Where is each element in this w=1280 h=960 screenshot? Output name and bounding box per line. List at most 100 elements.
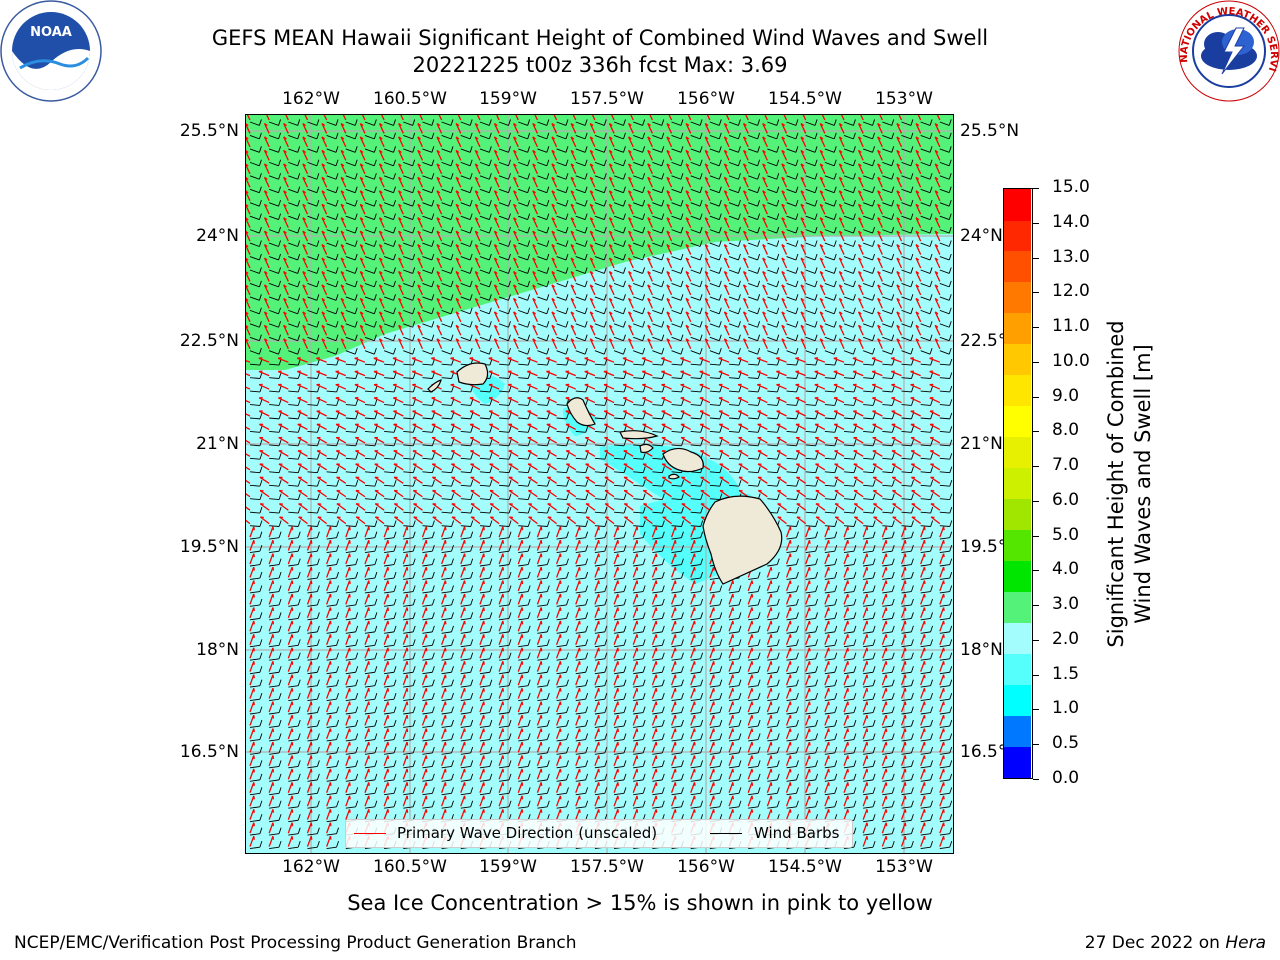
wind-barb xyxy=(498,148,509,153)
wind-barb xyxy=(594,296,605,301)
wave-direction-arrow xyxy=(742,298,749,309)
wave-direction-arrow xyxy=(263,177,270,188)
wind-barb-feather xyxy=(508,132,511,140)
wave-direction-arrow xyxy=(513,123,519,134)
wind-barb-feather xyxy=(623,200,626,207)
wave-arrow-head xyxy=(368,540,370,544)
wave-direction-arrow xyxy=(685,203,692,215)
wave-arrow-head xyxy=(704,230,709,234)
wind-barb-feather xyxy=(872,119,876,126)
wind-barb xyxy=(843,309,854,315)
wind-barb-feather xyxy=(852,119,856,126)
wind-barb-feather xyxy=(469,213,473,220)
wind-barb-feather xyxy=(546,307,550,314)
wind-barb-feather xyxy=(852,159,856,166)
wind-barb-feather xyxy=(891,226,895,234)
wind-barb-feather xyxy=(929,173,933,180)
wave-arrow-head xyxy=(847,540,849,544)
wave-direction-arrow xyxy=(513,271,519,282)
wind-barb xyxy=(805,148,816,153)
wind-barb xyxy=(460,202,471,207)
wind-barb-feather xyxy=(757,119,761,126)
wave-direction-arrow xyxy=(723,244,730,255)
wind-barb xyxy=(249,309,260,315)
wave-direction-arrow xyxy=(340,150,347,161)
wave-arrow-head xyxy=(474,244,479,248)
lat-tick-left-21n: 21°N xyxy=(196,434,239,454)
wave-direction-arrow xyxy=(378,177,385,188)
wind-barb xyxy=(882,229,892,234)
wind-barb xyxy=(767,188,777,194)
wave-arrow-head xyxy=(647,163,651,167)
wind-barb xyxy=(556,215,567,221)
wind-barb xyxy=(613,269,624,274)
wave-direction-arrow xyxy=(666,244,673,255)
wave-direction-arrow xyxy=(493,284,500,296)
wind-barb xyxy=(345,296,356,301)
wind-barb xyxy=(441,202,452,207)
wind-barb xyxy=(537,296,547,301)
wind-barb xyxy=(613,121,624,126)
wave-direction-arrow xyxy=(436,203,443,215)
wave-direction-arrow xyxy=(800,136,807,148)
wind-barb-feather xyxy=(412,173,416,180)
wave-direction-arrow xyxy=(359,136,366,148)
wave-arrow-head xyxy=(570,284,575,288)
wave-arrow-head xyxy=(494,217,498,221)
lat-tick-left-25-5n: 25.5°N xyxy=(179,121,239,141)
wave-arrow-head xyxy=(321,270,326,275)
wave-direction-arrow xyxy=(570,190,577,202)
wave-arrow-head xyxy=(800,190,805,194)
wave-direction-arrow xyxy=(687,114,692,121)
wave-direction-arrow xyxy=(742,284,749,296)
wind-barb-feather xyxy=(565,119,569,126)
wave-arrow-head xyxy=(685,230,690,234)
wave-direction-arrow xyxy=(647,230,653,242)
wave-direction-arrow xyxy=(246,114,251,121)
wave-direction-arrow xyxy=(647,177,653,188)
wave-direction-arrow xyxy=(398,284,404,296)
wave-arrow-head xyxy=(666,149,671,153)
wave-arrow-head xyxy=(617,526,620,531)
wind-barb xyxy=(843,188,854,194)
wind-barb-feather xyxy=(757,240,761,247)
wind-barb-feather xyxy=(948,280,952,288)
wave-direction-arrow xyxy=(685,298,692,309)
wave-arrow-head xyxy=(302,284,307,288)
wind-barb-feather xyxy=(431,294,435,301)
wind-barb-feather xyxy=(431,200,435,207)
wind-barb xyxy=(460,148,471,153)
wind-barb xyxy=(575,283,586,288)
wind-barb xyxy=(422,148,433,153)
wind-barb xyxy=(518,229,528,234)
wind-barb-feather xyxy=(546,253,550,261)
wind-barb xyxy=(613,188,624,194)
wave-arrow-head xyxy=(398,230,402,234)
wind-barb xyxy=(556,121,567,126)
wave-direction-arrow xyxy=(915,177,922,188)
wind-barb xyxy=(805,121,816,126)
wind-barb-feather xyxy=(738,253,741,261)
wind-barb xyxy=(383,121,394,126)
wave-direction-arrow xyxy=(742,163,749,175)
wind-barb-feather xyxy=(872,267,876,274)
wave-direction-arrow xyxy=(378,298,385,309)
wind-barb-feather xyxy=(642,294,646,301)
wave-arrow-head xyxy=(685,217,690,221)
wave-direction-arrow xyxy=(762,271,768,282)
wave-direction-arrow xyxy=(474,271,481,282)
wave-direction-arrow xyxy=(283,123,289,134)
wave-direction-arrow xyxy=(283,230,289,242)
wave-arrow-head xyxy=(283,297,287,301)
wave-arrow-head xyxy=(532,203,536,207)
wind-barb xyxy=(901,283,912,288)
wave-arrow-head xyxy=(609,190,613,194)
wind-barb xyxy=(422,121,433,126)
wave-arrow-head xyxy=(800,230,805,234)
wind-barb xyxy=(556,148,567,153)
wind-barb-feather xyxy=(354,280,358,288)
wind-barb xyxy=(498,161,509,167)
wave-arrow-head xyxy=(838,149,843,153)
wave-arrow-head xyxy=(647,257,651,261)
wind-barb-feather xyxy=(488,253,492,261)
